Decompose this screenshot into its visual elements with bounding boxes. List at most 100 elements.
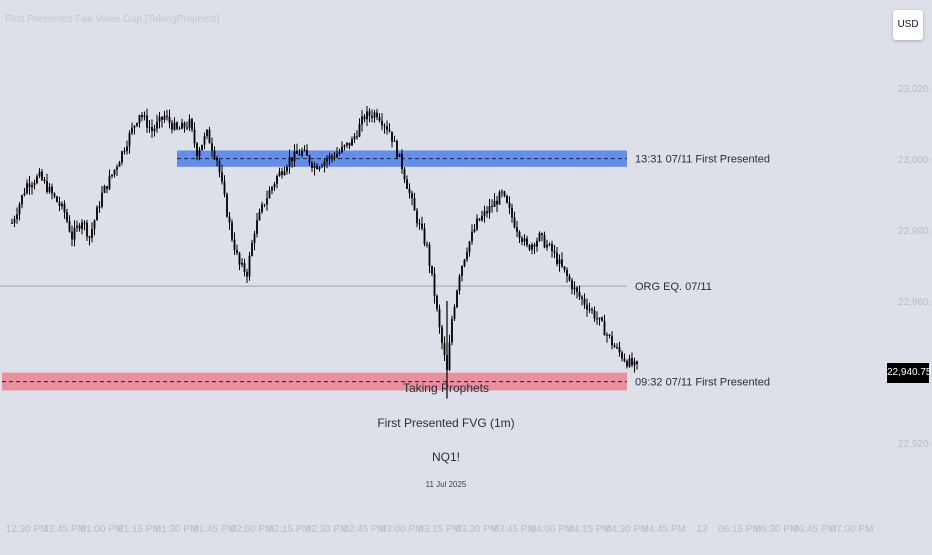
time-tick-label: 03:00 PM — [381, 524, 424, 535]
candle-body — [28, 183, 31, 188]
candle-body — [583, 298, 586, 305]
candle-body — [413, 198, 416, 211]
candle-body — [438, 308, 441, 328]
candle-body — [471, 231, 473, 242]
candle-body — [21, 195, 23, 205]
candle-body — [121, 151, 123, 163]
watermark: Taking Prophets First Presented FVG (1m) N… — [377, 381, 514, 489]
candle-body — [263, 204, 266, 206]
candle-body — [461, 266, 463, 277]
candle-body — [601, 317, 603, 321]
candle-body — [556, 252, 558, 265]
candle-body — [331, 155, 333, 157]
candle-body — [308, 155, 311, 164]
candle-body — [406, 179, 408, 189]
candle-body — [141, 114, 143, 118]
time-tick-label: 06:15 PM — [718, 524, 761, 535]
candle-body — [158, 116, 161, 122]
candle-body — [278, 171, 281, 177]
candle-body — [348, 142, 351, 146]
candle-body — [61, 203, 63, 207]
candle-body — [63, 203, 66, 213]
candle-body — [538, 233, 541, 241]
candle-body — [376, 112, 378, 118]
candle-body — [476, 218, 478, 230]
candle-body — [243, 262, 246, 272]
candle-body — [261, 204, 263, 212]
bearish-zone-label: 09:32 07/11 First Presented — [635, 377, 770, 389]
candle-body — [578, 291, 581, 297]
candle-body — [611, 335, 613, 346]
candle-body — [363, 116, 366, 120]
candle-body — [211, 143, 213, 151]
watermark-line1: Taking Prophets — [403, 381, 489, 395]
candle-body — [618, 347, 621, 353]
time-tick-label: 01:45 PM — [193, 524, 236, 535]
candle-body — [103, 186, 106, 193]
candle-body — [593, 310, 596, 319]
candle-body — [151, 127, 153, 132]
candle-body — [508, 202, 511, 208]
time-tick-label: 03:30 PM — [456, 524, 499, 535]
candle-body — [613, 345, 616, 348]
candle-body — [198, 150, 201, 157]
candle-body — [428, 244, 431, 266]
candle-body — [53, 193, 56, 197]
candle-body — [491, 206, 493, 208]
candle-body — [81, 222, 83, 229]
candle-body — [248, 255, 251, 277]
time-tick-label: 12:30 PM — [6, 524, 49, 535]
candle-body — [526, 238, 528, 245]
candle-body — [133, 125, 136, 128]
candle-body — [188, 119, 191, 128]
candle-body — [43, 179, 46, 181]
candle-body — [403, 169, 406, 180]
candle-body — [251, 243, 253, 256]
candle-body — [478, 218, 481, 221]
candle-body — [268, 190, 271, 199]
candle-body — [616, 347, 618, 349]
candle-body — [513, 217, 516, 228]
time-tick-label: 06:45 PM — [793, 524, 836, 535]
candle-body — [411, 193, 413, 199]
candle-body — [396, 140, 398, 158]
candle-body — [123, 151, 126, 153]
candles — [11, 105, 638, 399]
candle-body — [553, 251, 556, 253]
time-tick-label: 01:15 PM — [118, 524, 161, 535]
candle-body — [566, 269, 568, 277]
candle-body — [528, 244, 531, 250]
candle-body — [16, 214, 18, 220]
candle-body — [398, 153, 401, 158]
candle-body — [306, 149, 308, 156]
candle-body — [423, 228, 426, 245]
price-tick-label: 22,980.00 — [898, 226, 932, 237]
candle-body — [326, 159, 328, 162]
candle-body — [621, 352, 623, 359]
candle-body — [38, 171, 41, 177]
candle-body — [178, 128, 181, 130]
candle-body — [623, 358, 626, 362]
candle-body — [258, 211, 261, 221]
candle-body — [481, 215, 483, 221]
candle-body — [546, 244, 548, 248]
candle-body — [636, 361, 638, 365]
watermark-line3: NQ1! — [432, 450, 460, 464]
eq-line-label: ORG EQ. 07/11 — [635, 281, 712, 293]
candle-body — [231, 222, 233, 240]
time-tick-label: 06:30 PM — [756, 524, 799, 535]
candle-body — [233, 239, 236, 251]
price-axis[interactable]: 23,020.00 23,000.00 22,980.00 22,960.00 22,9… — [898, 84, 932, 450]
candle-body — [341, 146, 343, 152]
candle-body — [448, 342, 451, 371]
candle-body — [311, 163, 313, 168]
currency-button[interactable]: USD — [893, 10, 923, 40]
candle-body — [221, 172, 223, 182]
candle-body — [66, 212, 68, 222]
candle-body — [301, 150, 303, 156]
candle-body — [541, 233, 543, 235]
candle-body — [223, 181, 226, 195]
